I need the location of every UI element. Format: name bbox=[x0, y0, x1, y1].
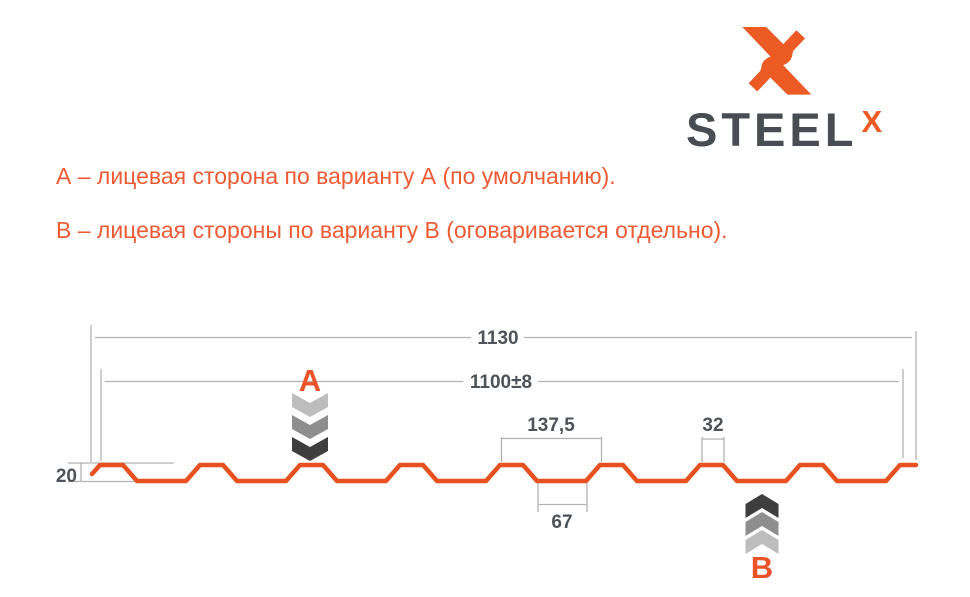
side-a-marker: A bbox=[292, 363, 328, 461]
dim-rib-pitch-label: 137,5 bbox=[527, 415, 575, 436]
dim-rib-bottom: 67 bbox=[537, 483, 588, 533]
steelx-logo-icon bbox=[742, 27, 812, 95]
side-b-label: B bbox=[751, 550, 773, 585]
note-line-b: В – лицевая стороны по варианту В (огова… bbox=[56, 217, 728, 243]
side-a-label: A bbox=[299, 363, 321, 398]
dim-working-width: 1100±8 bbox=[100, 369, 904, 461]
dim-profile-height-label: 20 bbox=[56, 466, 77, 487]
logo: STEEL X bbox=[660, 20, 920, 155]
dim-rib-top: 32 bbox=[701, 415, 725, 462]
brand-sup-x: X bbox=[861, 104, 883, 139]
brand-wordmark: STEEL X bbox=[686, 106, 882, 153]
dim-rib-pitch: 137,5 bbox=[500, 415, 603, 462]
note-line-a: А – лицевая сторона по варианту А (по ум… bbox=[56, 163, 616, 189]
chevron-up-icon bbox=[745, 494, 779, 554]
brand-name: STEEL bbox=[686, 103, 858, 156]
dim-total-width: 1130 bbox=[90, 325, 917, 462]
dim-rib-bottom-label: 67 bbox=[551, 512, 572, 533]
chevron-down-icon bbox=[292, 393, 328, 461]
sheet-profile-line bbox=[89, 462, 919, 484]
side-b-marker: B bbox=[745, 494, 779, 585]
dim-rib-top-label: 32 bbox=[702, 415, 723, 436]
dim-working-width-label: 1100±8 bbox=[470, 372, 532, 393]
dim-total-width-label: 1130 bbox=[477, 328, 518, 349]
